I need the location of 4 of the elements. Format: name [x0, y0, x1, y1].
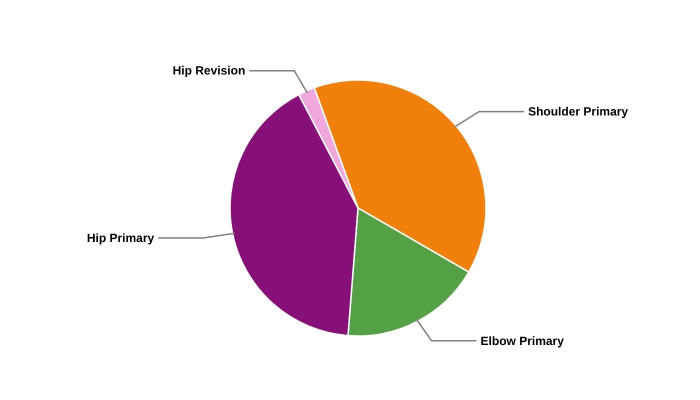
slice-label: Elbow Primary	[480, 334, 564, 348]
slice-label: Hip Primary	[86, 231, 155, 246]
slice-label: Shoulder Primary	[528, 104, 628, 119]
slice-label: Hip Revision	[172, 64, 246, 78]
